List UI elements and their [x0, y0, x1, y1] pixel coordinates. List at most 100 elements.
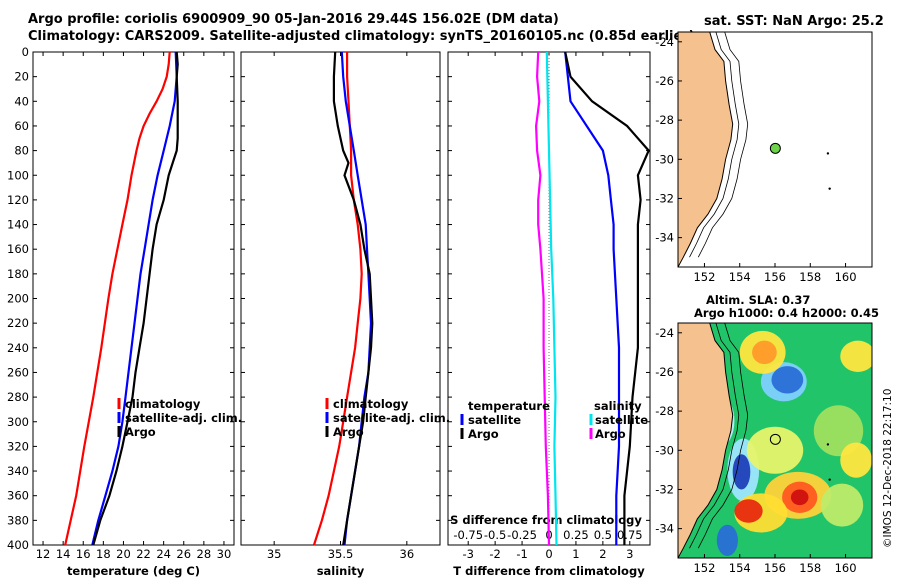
sla-anomaly-blob [790, 489, 809, 506]
map-top-title: sat. SST: NaN Argo: 25.2 [704, 14, 884, 29]
plot-frame-2 [240, 51, 441, 546]
y-tick-label: 240 [7, 341, 29, 355]
x2-tick-label: -0.75 [453, 528, 483, 542]
sla-anomaly-blob [820, 483, 864, 527]
y-tick-label: 140 [7, 218, 29, 232]
header-title-line2: Climatology: CARS2009. Satellite-adjuste… [28, 29, 695, 44]
isobath-line [689, 323, 740, 549]
y-tick-label: 160 [7, 242, 29, 256]
y-tick-label: 120 [7, 193, 29, 207]
map-y-tick-label: -24 [655, 326, 674, 340]
sla-anomaly-blob [813, 405, 864, 457]
legend-title-salinity: salinity [594, 399, 642, 413]
series-line-temperature-satellite [564, 51, 621, 545]
map-x-tick-label: 160 [835, 561, 857, 575]
x-tick-label: 16 [76, 547, 91, 561]
x-tick-label: 28 [197, 547, 212, 561]
y-tick-label: 260 [7, 365, 29, 379]
y-tick-label: 300 [7, 415, 29, 429]
x-tick-label: 26 [176, 547, 191, 561]
x2-tick-label: -0.25 [507, 528, 537, 542]
x-tick-label: 20 [116, 547, 131, 561]
x-tick-label: -1 [516, 547, 527, 561]
series-line-salinity-satellite [545, 51, 558, 546]
island-dot [828, 478, 831, 481]
map-y-tick-label: -32 [655, 191, 674, 205]
y-tick-label: 380 [7, 513, 29, 527]
legend-item: Argo [333, 425, 364, 439]
map-sst [677, 31, 873, 268]
legend-item: Argo [125, 425, 156, 439]
y-tick-label: 280 [7, 390, 29, 404]
legend-item: satellite [468, 413, 521, 427]
legend-item: Argo [468, 427, 499, 441]
legend-item: satellite-adj. clim. [333, 411, 450, 425]
x2-axis-label: S difference from climatology [450, 513, 642, 527]
y-tick-label: 20 [14, 70, 29, 84]
plot-frame-1 [32, 51, 235, 546]
header-title-line1: Argo profile: coriolis 6900909_90 05-Jan… [28, 12, 559, 27]
x2-tick-label: 0.75 [617, 528, 643, 542]
map-inner [678, 32, 872, 267]
series-line-temperature-argo [564, 51, 650, 545]
y-tick-label: 40 [14, 94, 29, 108]
y-tick-label: 360 [7, 489, 29, 503]
x-tick-label: 35 [267, 547, 282, 561]
x2-tick-label: -0.5 [484, 528, 506, 542]
island-dot [826, 443, 830, 446]
map-y-tick-label: -28 [655, 404, 674, 418]
x-tick-label: 24 [156, 547, 171, 561]
map-x-tick-label: 160 [835, 270, 857, 284]
map-x-tick-label: 152 [693, 270, 715, 284]
isobath-line [697, 32, 749, 258]
argo-marker [769, 142, 781, 154]
series-line-satellite-adj-clim- [91, 51, 178, 546]
sla-anomaly-blob [752, 340, 777, 365]
x-axis-label: temperature (deg C) [67, 564, 200, 578]
series-line-salinity-argo [534, 51, 551, 546]
map-x-tick-label: 156 [764, 561, 786, 575]
series-line-satellite-adj-clim- [340, 51, 373, 546]
map-x-tick-label: 158 [799, 270, 821, 284]
legend-title-temperature: temperature [468, 399, 550, 413]
land-australia [678, 32, 734, 267]
y-tick-label: 200 [7, 292, 29, 306]
y-tick-label: 340 [7, 464, 29, 478]
map-y-tick-label: -26 [655, 365, 674, 379]
x-tick-label: 30 [217, 547, 232, 561]
map-bottom-title-2: Argo h1000: 0.4 h2000: 0.45 [694, 306, 880, 320]
x-tick-label: 12 [36, 547, 51, 561]
map-y-tick-label: -26 [655, 74, 674, 88]
map-y-tick-label: -32 [655, 482, 674, 496]
map-x-tick-label: 152 [693, 561, 715, 575]
x-tick-label: 1 [572, 547, 579, 561]
x2-tick-label: 0.5 [594, 528, 612, 542]
sla-anomaly-blob [746, 426, 804, 474]
map-x-tick-label: 156 [764, 270, 786, 284]
legend-item: satellite [595, 413, 648, 427]
sla-anomaly-blob [771, 366, 804, 394]
x2-tick-label: 0.25 [563, 528, 589, 542]
y-tick-label: 0 [22, 45, 29, 59]
sla-anomaly-blob [840, 340, 872, 372]
x-axis-label: salinity [317, 564, 365, 578]
x-tick-label: -3 [462, 547, 473, 561]
y-tick-label: 220 [7, 316, 29, 330]
sla-anomaly-blob [716, 524, 738, 557]
y-tick-label: 320 [7, 439, 29, 453]
x-tick-label: 2 [599, 547, 606, 561]
x-tick-label: 18 [96, 547, 111, 561]
y-tick-label: 100 [7, 168, 29, 182]
map-y-tick-label: -34 [655, 522, 674, 536]
sla-anomaly-blob [732, 454, 751, 490]
island-dot [828, 187, 831, 190]
argo-marker [769, 433, 781, 445]
map-x-tick-label: 154 [729, 270, 751, 284]
map-y-tick-label: -28 [655, 113, 674, 127]
x-tick-label: 35.5 [328, 547, 354, 561]
x-tick-label: 0 [545, 547, 552, 561]
y-tick-label: 60 [14, 119, 29, 133]
x-tick-label: 36 [400, 547, 415, 561]
map-y-tick-label: -30 [655, 152, 674, 166]
